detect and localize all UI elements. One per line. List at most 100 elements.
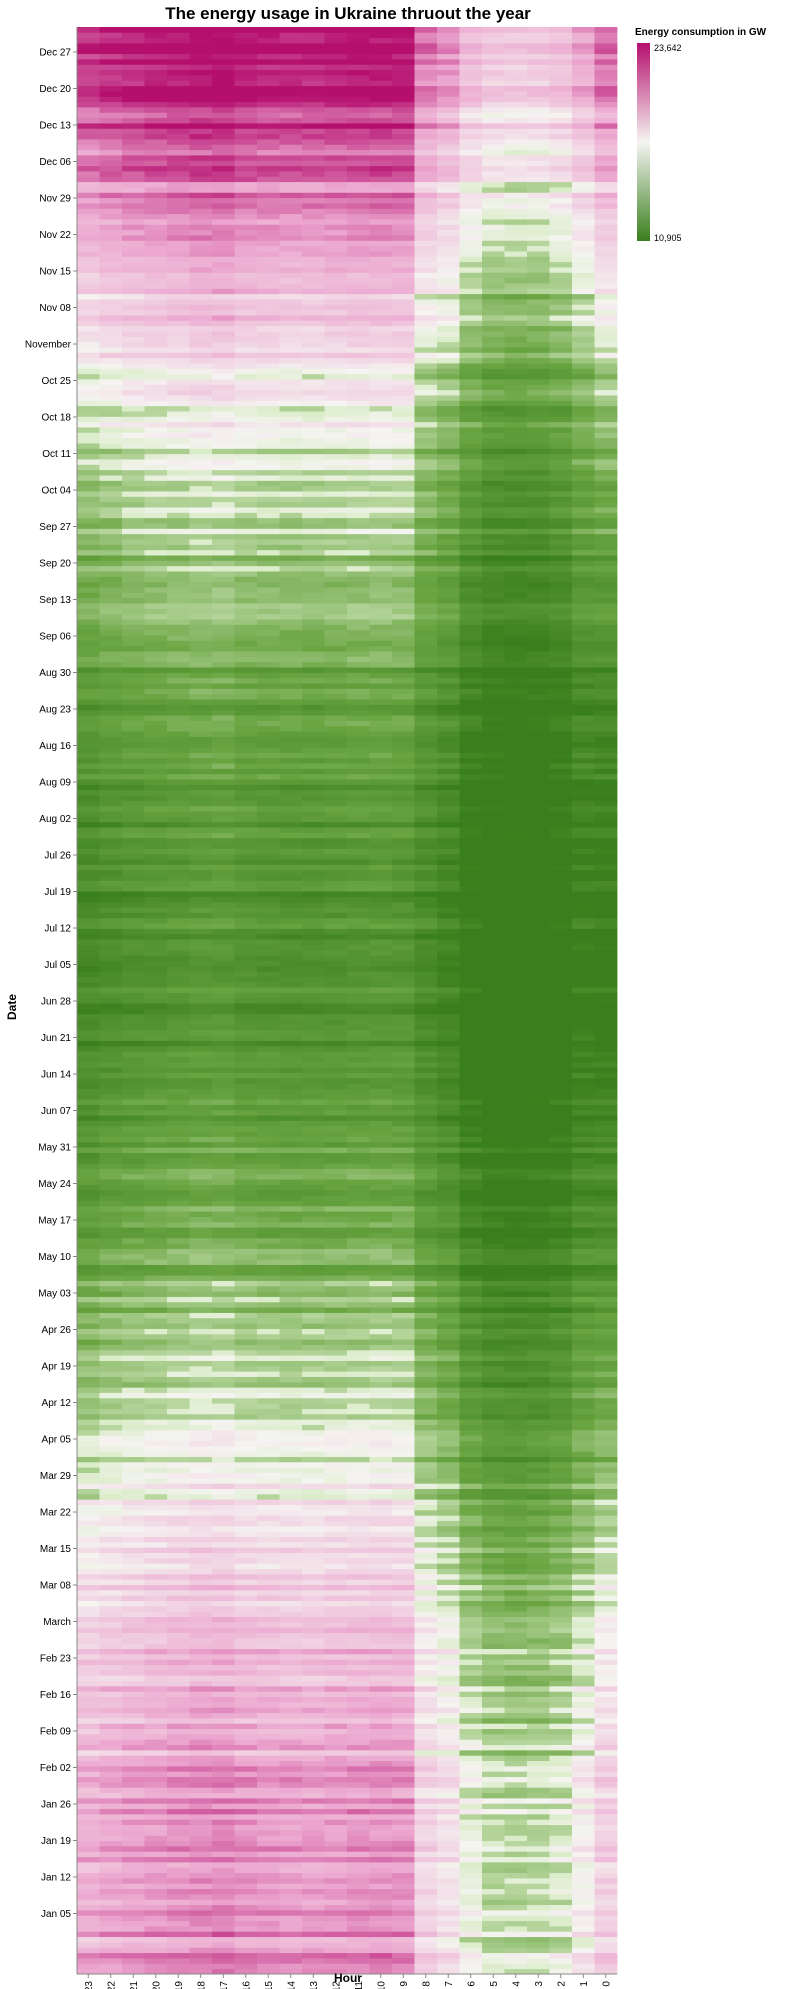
heatmap-cell [302, 1275, 325, 1281]
heatmap-cell [279, 1584, 303, 1591]
heatmap-cell [572, 1888, 595, 1895]
heatmap-cell [99, 1173, 123, 1180]
heatmap-cell [414, 1157, 438, 1164]
heatmap-cell [482, 1525, 505, 1532]
heatmap-cell [572, 1275, 595, 1281]
heatmap-cell [167, 1958, 190, 1964]
heatmap-cell [504, 1317, 528, 1324]
heatmap-cell [324, 923, 348, 929]
heatmap-cell [414, 1691, 438, 1698]
heatmap-cell [167, 1355, 190, 1361]
heatmap-cell [279, 1019, 303, 1025]
heatmap-cell [144, 1445, 168, 1452]
heatmap-cell [347, 1627, 370, 1633]
heatmap-cell [167, 1787, 190, 1794]
heatmap-cell [482, 1616, 505, 1623]
heatmap-cell [459, 1803, 483, 1810]
heatmap-cell [189, 933, 213, 940]
heatmap-cell [189, 1536, 213, 1543]
heatmap-cell [212, 1211, 235, 1217]
heatmap-cell [302, 1413, 325, 1420]
heatmap-cell [459, 1733, 483, 1740]
heatmap-cell [77, 1061, 100, 1068]
heatmap-cell [234, 1243, 258, 1249]
heatmap-cell [144, 987, 168, 993]
heatmap-cell [77, 1323, 100, 1329]
heatmap-cell [189, 1499, 213, 1505]
heatmap-cell [347, 960, 370, 967]
heatmap-cell [189, 1808, 213, 1815]
heatmap-cell [324, 1781, 348, 1788]
heatmap-cell [527, 1947, 550, 1954]
heatmap-cell [234, 1301, 258, 1308]
heatmap-cell [234, 1829, 258, 1836]
heatmap-cell [482, 1755, 505, 1762]
heatmap-cell [572, 864, 595, 871]
heatmap-cell [527, 1728, 550, 1735]
heatmap-cell [437, 1397, 460, 1404]
heatmap-cell [347, 1456, 370, 1463]
heatmap-cell [347, 1872, 370, 1879]
heatmap-cell [527, 1008, 550, 1015]
heatmap-cell [392, 1211, 415, 1217]
heatmap-cell [189, 912, 213, 919]
heatmap-cell [347, 1152, 370, 1159]
heatmap-cell [279, 933, 303, 940]
heatmap-cell [189, 1392, 213, 1399]
heatmap-cell [392, 955, 415, 961]
heatmap-cell [167, 1205, 190, 1212]
heatmap-cell [347, 1557, 370, 1564]
heatmap-cell [234, 1323, 258, 1329]
heatmap-cell [527, 1958, 550, 1964]
heatmap-cell [257, 976, 280, 983]
heatmap-cell [167, 1029, 190, 1036]
heatmap-cell [257, 1909, 280, 1916]
heatmap-cell [549, 981, 573, 988]
heatmap-cell [302, 1600, 325, 1607]
heatmap-cell [414, 1088, 438, 1095]
heatmap-cell [212, 1696, 235, 1703]
heatmap-cell [99, 1259, 123, 1265]
heatmap-cell [257, 1675, 280, 1682]
heatmap-cell [212, 1925, 235, 1932]
heatmap-cell [167, 1755, 190, 1762]
heatmap-cell [459, 1851, 483, 1858]
heatmap-cell [504, 1483, 528, 1489]
heatmap-cell [594, 1461, 618, 1468]
heatmap-cell [324, 1931, 348, 1938]
heatmap-cell [437, 1515, 460, 1521]
heatmap-cell [77, 1195, 100, 1201]
heatmap-cell [414, 1040, 438, 1047]
heatmap-cell [572, 1264, 595, 1271]
heatmap-cell [189, 1323, 213, 1329]
heatmap-cell [437, 1787, 460, 1794]
heatmap-cell [549, 864, 573, 871]
heatmap-cell [437, 1797, 460, 1804]
heatmap-cell [257, 1216, 280, 1223]
heatmap-cell [392, 1323, 415, 1329]
heatmap-cell [99, 1189, 123, 1196]
heatmap-cell [504, 880, 528, 887]
heatmap-cell [279, 1600, 303, 1607]
heatmap-cell [594, 1931, 618, 1938]
heatmap-cell [459, 1755, 483, 1762]
heatmap-cell [414, 912, 438, 919]
heatmap-cell [572, 1136, 595, 1143]
heatmap-cell [99, 1461, 123, 1468]
heatmap-cell [347, 1435, 370, 1441]
heatmap-cell [257, 1435, 280, 1441]
heatmap-cell [347, 1861, 370, 1868]
heatmap-cell [392, 1776, 415, 1783]
heatmap-cell [482, 1632, 505, 1639]
heatmap-cell [257, 901, 280, 908]
heatmap-cell [234, 928, 258, 935]
heatmap-cell [369, 1264, 393, 1271]
heatmap-cell [122, 1387, 145, 1393]
heatmap-cell [527, 1669, 550, 1676]
heatmap-cell [257, 1653, 280, 1660]
heatmap-cell [572, 896, 595, 903]
heatmap-cell [527, 1904, 550, 1911]
heatmap-cell [77, 1451, 100, 1457]
heatmap-cell [527, 1755, 550, 1762]
heatmap-cell [212, 1328, 235, 1335]
